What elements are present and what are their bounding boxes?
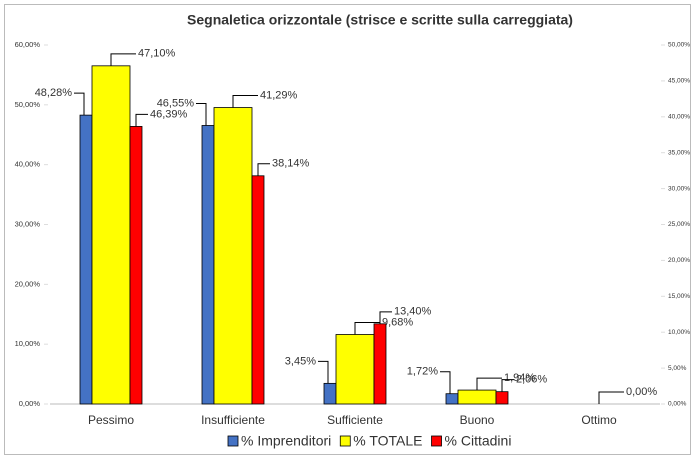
bar <box>335 334 375 405</box>
value-label: 1,72% <box>407 366 438 378</box>
bar <box>445 393 459 405</box>
bar <box>495 391 509 405</box>
leader-line <box>501 379 514 392</box>
value-label: 9,68% <box>382 316 413 328</box>
y2-tick-label: 50,00% <box>668 42 690 49</box>
leader-line <box>440 371 451 394</box>
value-label: 46,39% <box>150 108 188 120</box>
value-label: 13,40% <box>394 306 432 318</box>
legend-swatch <box>431 435 442 447</box>
value-label: 41,29% <box>260 89 298 101</box>
leader-line <box>135 113 148 127</box>
leader-line <box>196 102 207 126</box>
chart-title: Segnaletica orizzontale (strisce e scrit… <box>187 12 573 28</box>
y2-tick-label: 10,00% <box>668 329 690 336</box>
y-tick-label: 0,00% <box>19 399 41 408</box>
y-tick-label: 60,00% <box>15 40 41 49</box>
bar <box>323 382 337 405</box>
bar <box>91 65 131 405</box>
x-tick-label: Insufficiente <box>201 413 265 427</box>
leader-line <box>379 311 392 324</box>
leader-line <box>598 391 624 404</box>
legend-swatch <box>227 435 239 447</box>
y-tick-label: 50,00% <box>15 100 41 109</box>
y2-tick-label: 20,00% <box>668 257 690 264</box>
bar <box>251 175 265 405</box>
y-tick-label: 40,00% <box>15 160 41 169</box>
legend-label: % Imprenditori <box>241 433 331 449</box>
y2-tick-label: 25,00% <box>668 221 690 228</box>
y2-tick-label: 15,00% <box>668 293 690 300</box>
y2-tick-label: 0,00% <box>668 401 687 408</box>
legend-swatch <box>339 435 351 447</box>
value-label: 46,55% <box>157 97 195 109</box>
x-tick-label: Pessimo <box>88 413 134 427</box>
bar <box>129 126 143 405</box>
y-tick-label: 20,00% <box>15 279 41 288</box>
bar <box>213 107 253 405</box>
value-label: 1,94% <box>504 372 535 384</box>
y2-tick-label: 40,00% <box>668 114 690 121</box>
y2-tick-label: 35,00% <box>668 149 690 156</box>
value-label: 0,00% <box>626 386 657 398</box>
legend-label: % TOTALE <box>353 433 422 449</box>
value-label: 3,45% <box>285 355 316 367</box>
leader-line <box>110 53 136 66</box>
x-tick-label: Buono <box>460 413 495 427</box>
bar <box>79 114 93 405</box>
leader-line <box>476 377 502 391</box>
bar <box>457 389 497 405</box>
bar <box>373 323 387 405</box>
value-label: 47,10% <box>138 48 176 60</box>
leader-line <box>232 95 258 108</box>
leader-line <box>318 360 329 384</box>
y-tick-label: 10,00% <box>15 339 41 348</box>
value-label: 48,28% <box>35 87 73 99</box>
x-tick-label: Ottimo <box>581 413 617 427</box>
value-label: 38,14% <box>272 158 310 170</box>
leader-line <box>354 321 380 335</box>
x-tick-label: Sufficiente <box>327 413 383 427</box>
bar <box>201 125 215 405</box>
y2-tick-label: 45,00% <box>668 78 690 85</box>
leader-line <box>74 92 85 116</box>
leader-line <box>257 163 270 176</box>
value-label: 2,06% <box>516 374 547 386</box>
legend-label: % Cittadini <box>445 433 512 449</box>
y-tick-label: 30,00% <box>15 219 41 228</box>
y2-tick-label: 5,00% <box>668 365 687 372</box>
y2-tick-label: 30,00% <box>668 185 690 192</box>
